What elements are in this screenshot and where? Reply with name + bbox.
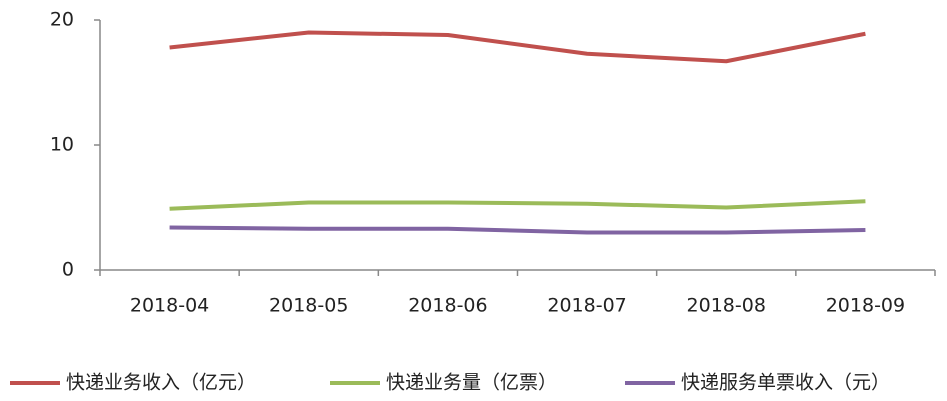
x-tick-label: 2018-07 (547, 295, 626, 317)
legend-label: 快递业务收入（亿元） (66, 372, 256, 394)
y-tick-label: 10 (50, 134, 74, 156)
series-line (169, 225, 866, 235)
legend-label: 快递服务单票收入（元） (681, 372, 890, 394)
x-tick-label: 2018-08 (687, 295, 766, 317)
series-line (169, 30, 866, 64)
y-tick-label: 0 (62, 259, 74, 281)
legend-label: 快递业务量（亿票） (386, 372, 557, 394)
x-tick-label: 2018-04 (130, 295, 209, 317)
series-line (169, 199, 866, 211)
x-tick-label: 2018-05 (269, 295, 348, 317)
x-tick-label: 2018-06 (408, 295, 487, 317)
y-tick-label: 20 (50, 9, 74, 31)
x-tick-label: 2018-09 (826, 295, 905, 317)
